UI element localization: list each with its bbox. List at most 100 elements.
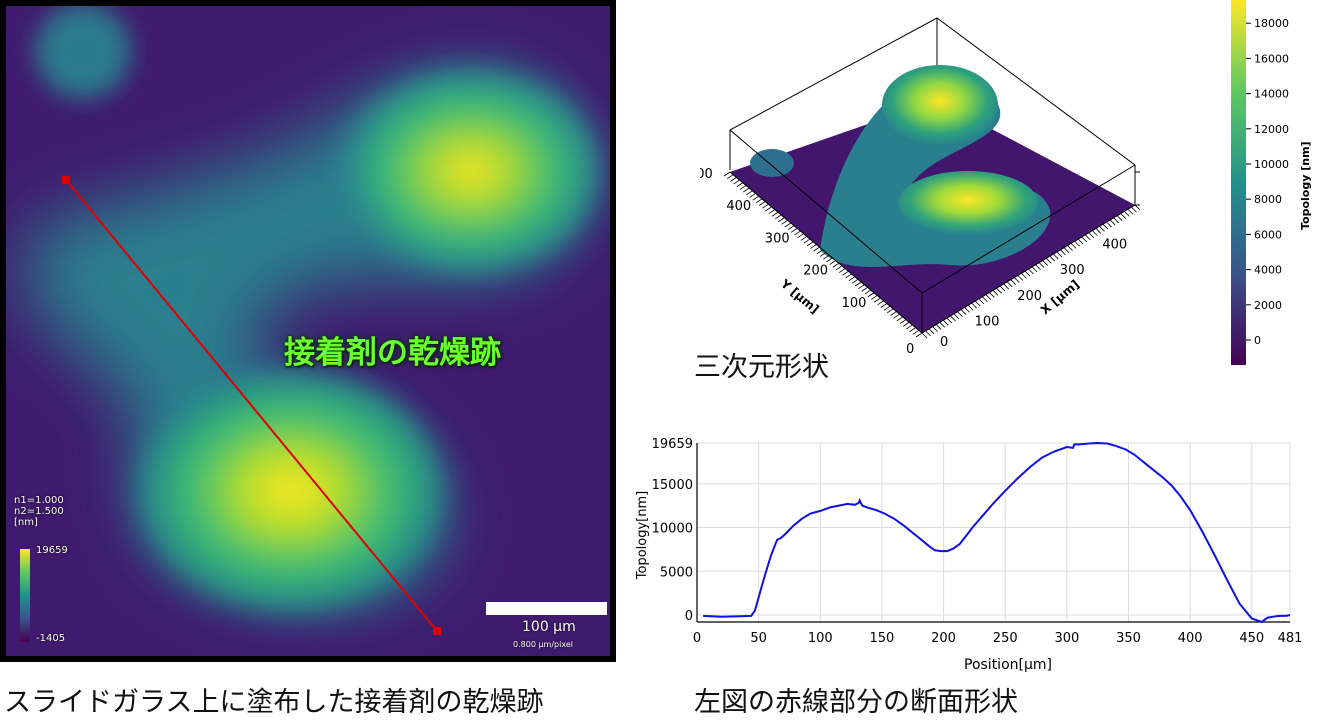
x-hatch-mark [943, 319, 949, 326]
profile-x-tick-label: 350 [1116, 631, 1141, 646]
profile-y-axis-label: Topology[nm] [635, 491, 650, 580]
x-tick-label: 0 [940, 335, 948, 350]
x-hatch-mark [1074, 240, 1080, 247]
y-hatch-mark [845, 273, 852, 279]
x-hatch-mark [1049, 255, 1056, 262]
x-tick-label: 400 [1102, 238, 1127, 253]
y-hatch-mark [883, 305, 891, 311]
x-hatch-mark [1092, 230, 1098, 236]
map-colorbar [20, 549, 30, 642]
y-hatch-mark [909, 327, 916, 332]
x-hatch-mark [989, 292, 995, 298]
scale-bar [486, 602, 607, 615]
y-tick-label: 400 [726, 199, 751, 214]
x-hatch-mark [1053, 253, 1059, 260]
adhesive-core [126, 61, 610, 621]
x-hatch-mark [1127, 208, 1134, 215]
y-hatch-mark [813, 246, 820, 252]
box-top-front-edges [729, 129, 1136, 294]
y-hatch-mark [758, 201, 766, 206]
x-hatch-mark [1028, 268, 1034, 275]
x-axis-label: X [µm] [1038, 277, 1082, 317]
y-hatch-mark [867, 292, 875, 298]
colorbar-tick-label: 6000 [1254, 228, 1282, 241]
x-hatch-mark [992, 290, 999, 296]
x-hatch-mark [982, 296, 988, 303]
x-hatch-mark [967, 304, 974, 311]
y-hatch-mark [733, 179, 740, 185]
y-hatch-mark [726, 174, 734, 180]
y-hatch-mark [739, 185, 747, 190]
colorbar-tick-label: 10000 [1254, 158, 1289, 171]
y-hatch-mark [864, 289, 872, 295]
colorbar-tick-label: 4000 [1254, 264, 1282, 277]
colorbar-tick-label: 2000 [1254, 299, 1282, 312]
y-hatch-mark [838, 268, 846, 273]
profile-x-tick-label: 0 [693, 631, 701, 646]
x-hatch-mark [1014, 277, 1020, 283]
y-hatch-mark [861, 287, 868, 292]
y-hatch-mark [870, 295, 878, 300]
x-hatch-mark [950, 315, 956, 322]
x-hatch-mark [1081, 236, 1088, 243]
y-hatch-mark [781, 219, 788, 225]
x-hatch-mark [971, 302, 977, 309]
y-tick-label: 300 [765, 231, 790, 246]
y-hatch-mark [816, 249, 824, 255]
y-hatch-mark [774, 214, 782, 220]
profile-y-tick-label: 5000 [660, 565, 693, 580]
y-axis-ticks [723, 171, 923, 338]
x-hatch-mark [999, 285, 1006, 292]
x-hatch-mark [1067, 245, 1073, 251]
y-hatch-mark [790, 228, 798, 233]
x-hatch-mark [1070, 243, 1077, 249]
y-hatch-mark [800, 236, 808, 241]
x-hatch-mark [960, 309, 967, 315]
x-hatch-mark [1120, 213, 1127, 219]
colorbar-tick-label: 18000 [1254, 17, 1289, 30]
y-tick-labels: 0 100 200 300 400 500 [700, 167, 914, 357]
map-unit-label: [nm] [14, 517, 38, 528]
colorbar-tick-label: 12000 [1254, 123, 1289, 136]
y-hatch-mark [755, 198, 763, 204]
y-hatch-mark [762, 203, 769, 209]
y-hatch-mark [784, 222, 792, 228]
y-hatch-mark [752, 195, 760, 201]
x-hatch-mark [1113, 217, 1119, 224]
x-hatch-mark [1024, 270, 1031, 277]
x-hatch-mark [1088, 232, 1095, 239]
x-hatch-mark [946, 317, 953, 324]
y-hatch-mark [890, 311, 897, 316]
y-hatch-mark [880, 303, 888, 308]
y-hatch-mark [819, 252, 827, 257]
x-hatch-mark [1109, 219, 1116, 226]
x-hatch-mark [1134, 204, 1140, 211]
x-hatch-mark [1017, 275, 1024, 281]
profile-y-tick-label: 19659 [652, 437, 693, 452]
colorbar-tick-label: 0 [1254, 334, 1261, 347]
x-hatch-mark [1045, 258, 1052, 264]
scale-resolution-label: 0.800 µm/pixel [513, 640, 573, 649]
y-hatch-mark [854, 281, 862, 287]
x-hatch-mark [1038, 262, 1045, 268]
profile-x-tick-label: 400 [1178, 631, 1203, 646]
x-hatch-mark [985, 294, 992, 300]
profile-x-ticks: 0 50 100 150 200 250 300 350 400 450 481 [693, 631, 1303, 646]
y-tick-label: 100 [842, 296, 867, 311]
x-hatch-mark [1035, 264, 1041, 271]
y-hatch-mark [803, 238, 811, 244]
x-hatch-mark [964, 307, 970, 313]
x-hatch-mark [957, 311, 963, 317]
x-hatch-mark [1063, 247, 1070, 253]
profile-x-axis-label: Position[µm] [964, 657, 1052, 673]
y-hatch-mark [893, 313, 900, 319]
y-hatch-mark [765, 206, 772, 212]
profile-start-marker [62, 176, 70, 184]
left-panel-caption: スライドガラス上に塗布した接着剤の乾燥跡 [4, 687, 544, 718]
y-hatch-mark [829, 260, 836, 265]
y-hatch-mark [858, 284, 865, 290]
y-tick-label: 500 [700, 167, 713, 182]
profile-x-tick-label: 150 [870, 631, 895, 646]
x-hatch-mark [1124, 211, 1130, 217]
